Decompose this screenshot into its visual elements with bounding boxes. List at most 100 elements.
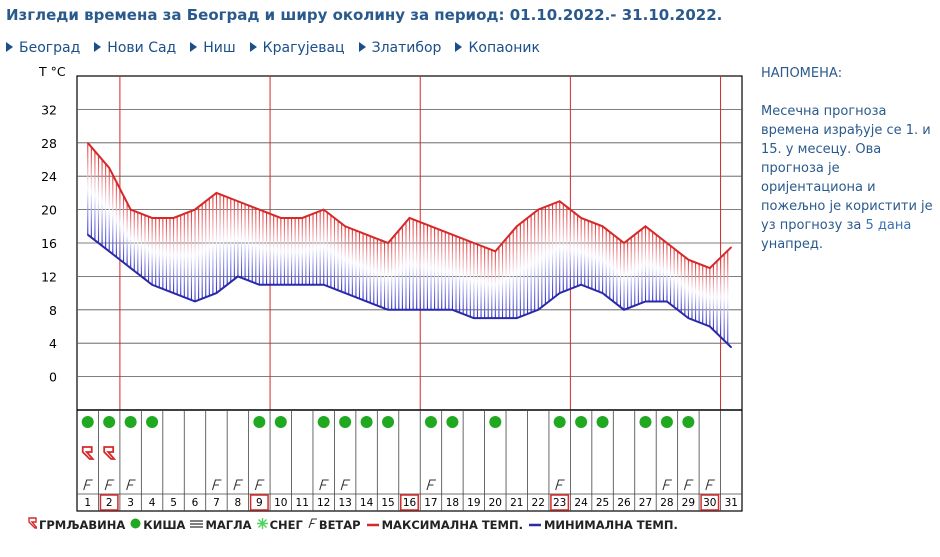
rain-icon — [130, 518, 141, 532]
max-temp-point — [730, 246, 732, 248]
wind-icon — [662, 479, 672, 491]
min-temp-point — [130, 267, 132, 269]
wind-icon-shape — [126, 479, 136, 491]
temperature-band-hatch — [205, 201, 207, 298]
legend-label: ГРМЉАВИНА — [39, 518, 126, 532]
temperature-band-hatch — [712, 264, 714, 330]
max-temp-point — [537, 209, 539, 211]
legend-label: ВЕТАР — [318, 518, 361, 532]
temperature-band-hatch — [484, 247, 486, 319]
note-title: НАПОМЕНА: — [761, 66, 843, 81]
min-temp-point — [473, 317, 475, 319]
rain-icon — [489, 416, 502, 428]
temperature-band-hatch — [265, 212, 268, 285]
temperature-band-hatch — [94, 151, 96, 241]
max-temp-point — [709, 267, 711, 269]
wind-icon-shape — [683, 479, 694, 491]
nav-item-label: Ниш — [203, 40, 236, 56]
temperature-band-hatch — [337, 220, 339, 291]
temperature-band-hatch — [630, 237, 632, 308]
min-temp-point — [172, 292, 175, 294]
nav-item-label: Нови Сад — [107, 40, 177, 56]
min-temp-point — [237, 275, 239, 277]
day-number: 21 — [510, 497, 523, 509]
wind-icon — [426, 479, 436, 491]
rain-icon — [639, 416, 652, 428]
temperature-band-hatch — [97, 155, 100, 243]
max-temp-point — [408, 217, 411, 219]
wind-icon — [683, 479, 694, 491]
max-temp-point — [280, 217, 282, 219]
min-line — [528, 518, 542, 532]
max-temp-point — [151, 217, 153, 219]
temperature-band-hatch — [659, 237, 661, 302]
temperature-band-hatch — [669, 245, 672, 305]
rain-icon — [339, 416, 352, 428]
nav-item[interactable]: Копаоник — [455, 40, 540, 56]
min-temp-point — [151, 284, 153, 286]
nav-item[interactable]: Београд — [6, 40, 80, 56]
temperature-band-hatch — [308, 215, 310, 285]
temperature-band-hatch — [505, 238, 507, 319]
temperature-band-hatch — [398, 230, 400, 310]
arrow-right-icon — [190, 42, 198, 52]
temperature-band-hatch — [330, 215, 332, 288]
legend-item: ВЕТАР — [308, 518, 361, 532]
wind-icon — [104, 479, 115, 491]
temperature-band-hatch — [644, 226, 647, 302]
max-temp-point — [87, 142, 89, 144]
temperature-band-hatch — [115, 181, 117, 257]
wind-icon — [126, 479, 136, 491]
day-number: 26 — [617, 497, 631, 509]
max-temp-point — [516, 225, 518, 227]
day-number: 3 — [127, 497, 134, 509]
temperature-band-hatch — [194, 209, 196, 302]
legend-label: МАКСИМАЛНА ТЕМП. — [381, 518, 523, 532]
day-number: 13 — [338, 497, 351, 509]
highlighted-day-box — [550, 494, 570, 511]
y-tick-label: 12 — [41, 269, 57, 284]
temperature-band-hatch — [423, 223, 425, 310]
highlighted-day-box — [700, 494, 720, 511]
temperature-band-hatch — [695, 262, 697, 321]
note-text-after: унапред. — [761, 237, 824, 252]
legend-item: ГРМЉАВИНА — [28, 517, 125, 532]
temperature-band-hatch — [358, 231, 361, 299]
temperature-band-hatch — [573, 212, 575, 288]
rain-icon — [446, 416, 459, 428]
min-temp-point — [709, 325, 711, 328]
nav-item[interactable]: Нови Сад — [94, 40, 176, 56]
temperature-band-hatch — [201, 204, 203, 299]
temperature-band-hatch — [501, 243, 504, 319]
temperature-band-hatch — [605, 229, 607, 296]
legend-item: МИНИМАЛНА ТЕМП. — [528, 518, 678, 532]
thunder-icon — [28, 517, 39, 532]
day-number: 27 — [639, 497, 652, 509]
temperature-band-hatch — [248, 205, 250, 281]
min-temp-point — [580, 284, 582, 286]
highlighted-day-box — [400, 494, 419, 511]
day-number: 7 — [213, 497, 220, 509]
temperature-band-hatch — [165, 217, 167, 291]
max-temp-point — [559, 200, 561, 202]
arrow-right-icon — [249, 42, 257, 52]
note-forecast-link[interactable]: 5 дана — [865, 218, 912, 233]
nav-item[interactable]: Златибор — [358, 40, 441, 56]
max-temp-point — [687, 259, 689, 261]
wind-icon — [211, 479, 222, 491]
temperature-band-hatch — [627, 240, 629, 309]
temperature-band-hatch — [648, 229, 650, 302]
max-temp-point — [108, 167, 110, 169]
temperature-band-hatch — [273, 215, 275, 285]
y-tick-label: 4 — [49, 336, 57, 351]
temperature-band-hatch — [491, 249, 493, 319]
temperature-band-hatch — [548, 205, 550, 302]
temperature-band-hatch — [305, 216, 307, 285]
legend-label: МАГЛА — [205, 518, 252, 532]
legend-label: СНЕГ — [269, 518, 303, 532]
wind-icon-shape — [211, 479, 222, 491]
nav-item[interactable]: Ниш — [190, 40, 236, 56]
temperature-band-hatch — [341, 223, 343, 292]
max-temp-point — [237, 200, 239, 202]
nav-item[interactable]: Крагујевац — [249, 40, 345, 56]
